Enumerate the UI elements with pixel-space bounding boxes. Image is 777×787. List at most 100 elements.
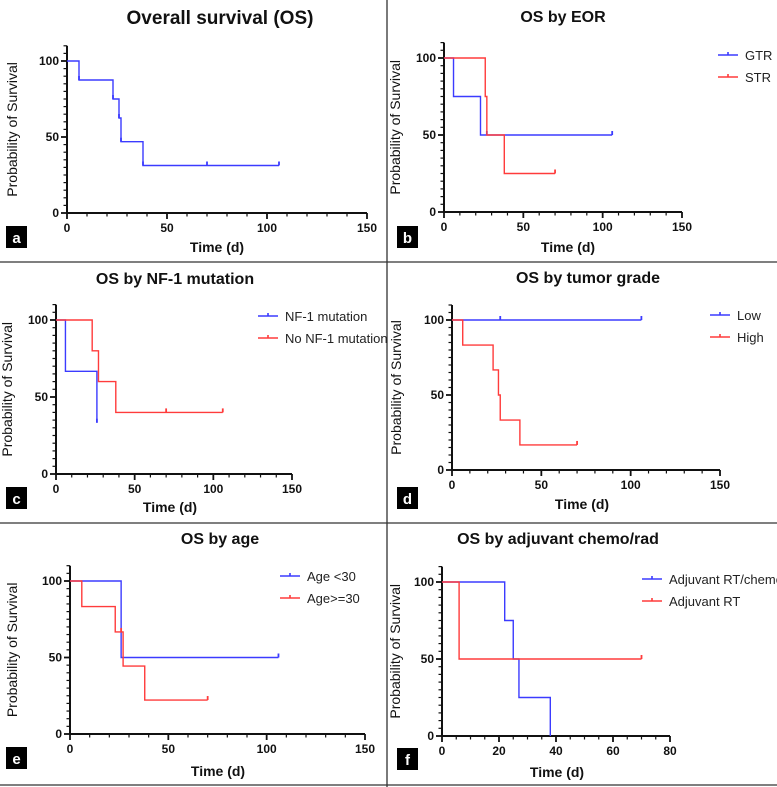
legend-label: GTR — [745, 48, 772, 63]
survival-curve-adjuvant-rt — [442, 581, 642, 660]
x-axis-label: Time (d) — [555, 496, 609, 512]
x-tick-label: 0 — [64, 221, 71, 235]
panel-letter-text: e — [12, 751, 20, 768]
panel-letter-text: b — [403, 230, 412, 247]
chart-title: OS by tumor grade — [516, 270, 660, 287]
survival-curve-nf-1-mutation — [56, 319, 98, 423]
y-tick-label: 0 — [427, 729, 434, 743]
x-axis-label: Time (d) — [190, 239, 244, 255]
legend-label: Low — [737, 308, 761, 323]
y-axis-label: Probability of Survival — [4, 62, 20, 197]
chart-title: OS by NF-1 mutation — [96, 271, 254, 288]
panel-letter-text: c — [12, 491, 20, 508]
x-tick-label: 0 — [439, 744, 446, 758]
survival-curve-age-30 — [70, 580, 279, 659]
y-tick-label: 50 — [46, 130, 60, 144]
x-axis-label: Time (d) — [191, 763, 245, 779]
y-tick-label: 50 — [423, 128, 437, 142]
x-tick-label: 50 — [162, 742, 176, 756]
x-tick-label: 150 — [672, 220, 692, 234]
x-tick-label: 150 — [357, 221, 377, 235]
y-axis-label: Probability of Survival — [387, 60, 403, 195]
panel-letter-text: a — [12, 230, 21, 247]
x-tick-label: 150 — [282, 482, 302, 496]
panel-letter-box — [6, 226, 27, 248]
panel-letter: b — [397, 226, 418, 248]
legend-item: Age>=30 — [280, 591, 360, 606]
legend-item: No NF-1 mutation — [258, 331, 388, 346]
legend-label: No NF-1 mutation — [285, 331, 388, 346]
x-axis-label: Time (d) — [541, 239, 595, 255]
survival-curve-os — [67, 60, 279, 167]
x-tick-label: 100 — [621, 478, 641, 492]
legend-label: Adjuvant RT/chemo — [669, 572, 777, 587]
panel-letter-text: f — [405, 752, 411, 769]
y-tick-label: 100 — [424, 313, 444, 327]
legend-item: Age <30 — [280, 569, 356, 584]
y-tick-label: 0 — [55, 727, 62, 741]
panel-letter-box — [6, 487, 27, 509]
panel-letter-text: d — [403, 491, 412, 508]
x-tick-label: 100 — [257, 742, 277, 756]
x-tick-label: 0 — [67, 742, 74, 756]
x-tick-label: 0 — [449, 478, 456, 492]
panel-e: OS by age 0 50 100 0 50 100 150 Time (d) Probabil… — [4, 531, 375, 779]
x-tick-label: 150 — [355, 742, 375, 756]
y-tick-label: 0 — [429, 205, 436, 219]
legend-label: Age <30 — [307, 569, 356, 584]
x-tick-label: 50 — [128, 482, 142, 496]
panel-letter: e — [6, 747, 27, 769]
chart-title: Overall survival (OS) — [127, 8, 314, 29]
legend-item: GTR — [718, 48, 772, 63]
x-axis-label: Time (d) — [530, 764, 584, 780]
chart-title: OS by adjuvant chemo/rad — [457, 531, 659, 548]
y-tick-label: 50 — [431, 388, 445, 402]
panel-letter: c — [6, 487, 27, 509]
x-tick-label: 40 — [549, 744, 563, 758]
x-tick-label: 20 — [492, 744, 506, 758]
chart-title: OS by age — [181, 531, 259, 548]
x-tick-label: 100 — [257, 221, 277, 235]
y-tick-label: 0 — [41, 467, 48, 481]
x-tick-label: 80 — [663, 744, 677, 758]
y-axis-label: Probability of Survival — [387, 584, 403, 719]
x-axis-label: Time (d) — [143, 499, 197, 515]
survival-curve-gtr — [444, 57, 613, 136]
survival-curve-age-30 — [70, 580, 208, 701]
chart-title: OS by EOR — [520, 9, 606, 26]
panel-letter: f — [397, 748, 418, 770]
y-tick-label: 50 — [35, 390, 49, 404]
x-tick-label: 50 — [535, 478, 549, 492]
legend-item: Adjuvant RT/chemo — [642, 572, 777, 587]
y-axis-label: Probability of Survival — [0, 322, 15, 457]
x-tick-label: 0 — [441, 220, 448, 234]
panel-b: OS by EOR 0 50 100 0 50 100 150 Time (d) Probabil… — [387, 9, 772, 255]
panel-d: OS by tumor grade 0 50 100 0 50 100 150 Time (d)… — [388, 270, 764, 512]
panel-letter-box — [397, 487, 418, 509]
panel-letter: d — [397, 487, 418, 509]
legend-label: Age>=30 — [307, 591, 360, 606]
x-tick-label: 100 — [203, 482, 223, 496]
legend-label: NF-1 mutation — [285, 309, 367, 324]
y-tick-label: 0 — [52, 206, 59, 220]
panel-f: OS by adjuvant chemo/rad 0 50 100 0 20 40 60 80 T… — [387, 531, 777, 780]
legend-item: NF-1 mutation — [258, 309, 367, 324]
panel-letter-box — [397, 748, 418, 770]
panel-c: OS by NF-1 mutation 0 50 100 0 50 100 150 Time (… — [0, 271, 388, 515]
x-tick-label: 0 — [53, 482, 60, 496]
x-tick-label: 150 — [710, 478, 730, 492]
y-axis-label: Probability of Survival — [388, 320, 404, 455]
legend-item: High — [710, 330, 764, 345]
x-tick-label: 50 — [517, 220, 531, 234]
legend-item: Low — [710, 308, 761, 323]
survival-curve-no-nf-1-mutation — [56, 319, 223, 414]
y-tick-label: 0 — [437, 463, 444, 477]
panel-letter-box — [6, 747, 27, 769]
y-tick-label: 50 — [421, 652, 435, 666]
panel-letter: a — [6, 226, 27, 248]
x-tick-label: 100 — [593, 220, 613, 234]
legend-item: Adjuvant RT — [642, 594, 740, 609]
survival-curve-str — [444, 57, 556, 175]
